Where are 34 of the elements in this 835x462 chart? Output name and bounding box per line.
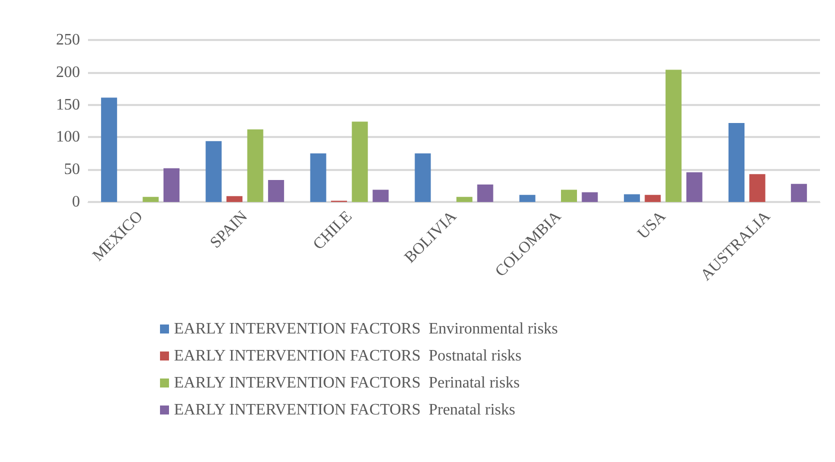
x-tick-label: USA bbox=[634, 208, 670, 243]
bar bbox=[728, 122, 745, 202]
bar bbox=[519, 194, 536, 202]
bar bbox=[372, 190, 389, 202]
y-tick-label: 250 bbox=[56, 32, 80, 48]
bar bbox=[477, 184, 494, 202]
bar bbox=[101, 98, 118, 202]
y-tick-label: 0 bbox=[72, 194, 80, 210]
y-tick-label: 150 bbox=[56, 96, 80, 114]
y-tick-label: 50 bbox=[64, 161, 80, 178]
bar bbox=[644, 194, 661, 202]
bar bbox=[142, 196, 159, 202]
bar bbox=[310, 153, 326, 202]
bar bbox=[624, 194, 640, 202]
bar bbox=[749, 174, 766, 202]
bar bbox=[226, 196, 242, 202]
bar bbox=[206, 141, 222, 202]
legend-label: EARLY INTERVENTION FACTORS Prenatal risks bbox=[174, 402, 516, 418]
y-tick-label: 100 bbox=[56, 128, 80, 146]
bar bbox=[247, 129, 264, 202]
legend-label: EARLY INTERVENTION FACTORS Environmental risks bbox=[174, 320, 558, 338]
bar bbox=[163, 168, 180, 202]
bar bbox=[790, 184, 807, 202]
legend-label: EARLY INTERVENTION FACTORS Perinatal risks bbox=[174, 374, 520, 392]
bar bbox=[666, 70, 682, 202]
bar bbox=[414, 153, 431, 202]
bar bbox=[456, 196, 472, 202]
bar bbox=[686, 172, 702, 202]
bar bbox=[582, 192, 598, 202]
y-tick-label: 200 bbox=[56, 64, 80, 81]
bar bbox=[560, 190, 577, 202]
bar bbox=[268, 180, 284, 202]
legend-label: EARLY INTERVENTION FACTORS Postnatal risks bbox=[174, 348, 522, 364]
bar bbox=[352, 122, 368, 202]
